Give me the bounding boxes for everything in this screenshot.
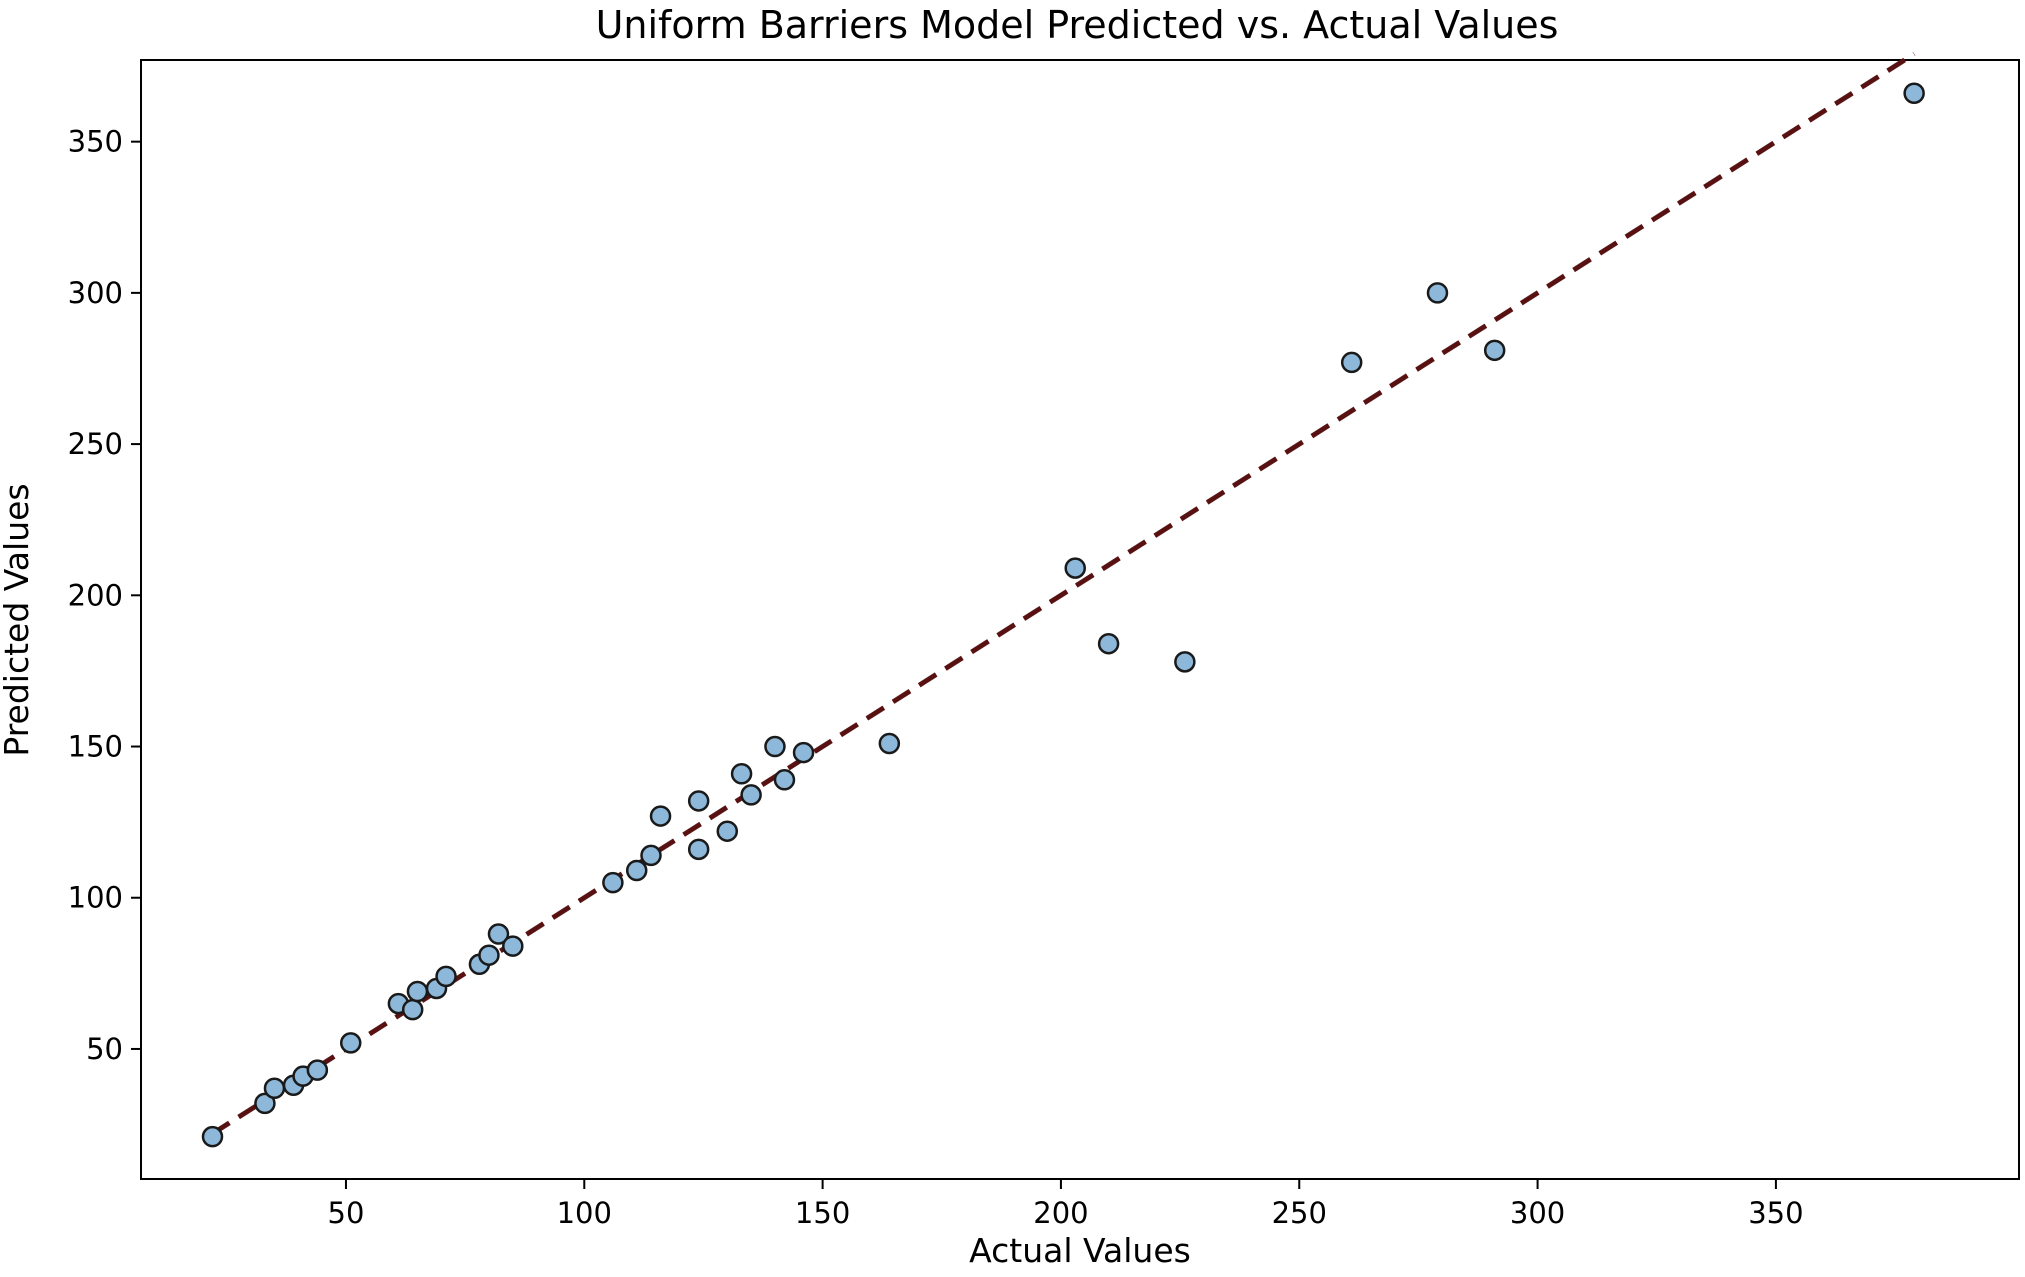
x-tick-label: 250 [1272, 1196, 1327, 1230]
plot-frame [140, 59, 2020, 1180]
data-point [263, 1077, 286, 1100]
x-tick-label: 350 [1748, 1196, 1803, 1230]
data-point [730, 762, 753, 785]
x-tick-label: 300 [1510, 1196, 1565, 1230]
data-point [1097, 632, 1120, 655]
y-tick-label: 150 [68, 730, 123, 764]
y-tick-label: 100 [68, 881, 123, 915]
y-tick-label: 50 [86, 1032, 123, 1066]
data-point [740, 784, 762, 806]
data-point [1426, 282, 1449, 304]
data-point [792, 741, 815, 764]
data-point [1340, 351, 1363, 374]
y-tick-label: 350 [68, 125, 123, 159]
y-tick-label: 250 [68, 427, 123, 461]
data-point [502, 935, 524, 957]
data-point [487, 923, 510, 945]
data-point [625, 859, 648, 882]
data-point [339, 1032, 362, 1054]
data-point [406, 980, 429, 1003]
data-point [764, 735, 786, 758]
data-point [435, 965, 457, 988]
y-tick-label: 200 [68, 578, 123, 612]
data-point [716, 820, 739, 842]
y-axis-label: Predicted Values [0, 483, 36, 756]
x-tick-label: 200 [1033, 1196, 1088, 1230]
plot-area: 50 100 150 200 250 300 350 50 100 150 200 250 300 350 [68, 51, 2020, 1230]
data-point [602, 871, 624, 894]
data-point [649, 805, 672, 827]
data-point [773, 769, 796, 791]
data-point [640, 844, 662, 867]
y-tick-label: 300 [68, 276, 123, 310]
data-point [306, 1059, 329, 1081]
data-point [878, 732, 901, 755]
data-point [1483, 339, 1506, 362]
data-point [1903, 82, 1925, 105]
x-tick-label: 150 [795, 1196, 850, 1230]
data-point [687, 790, 710, 812]
chart-title: Uniform Barriers Model Predicted vs. Act… [596, 3, 1559, 47]
x-tick-label: 50 [328, 1196, 365, 1230]
data-point [254, 1092, 276, 1115]
reference-line [211, 51, 1916, 1136]
data-point [687, 838, 710, 861]
data-point [1064, 557, 1086, 579]
x-tick-label: 100 [557, 1196, 612, 1230]
data-point [478, 944, 500, 966]
data-point [201, 1125, 224, 1148]
x-axis-label: Actual Values [969, 1231, 1191, 1270]
data-point [1174, 651, 1196, 673]
data-point [401, 998, 424, 1021]
